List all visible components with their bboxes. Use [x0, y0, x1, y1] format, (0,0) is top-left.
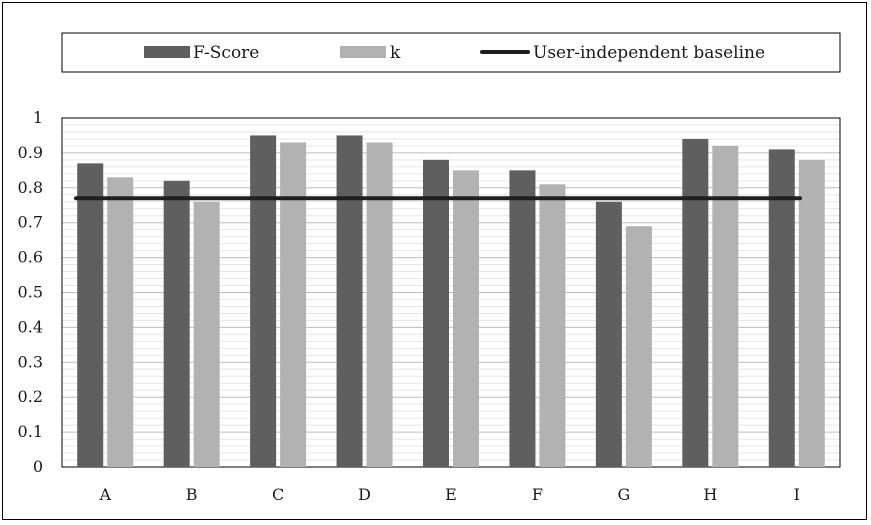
y-tick-label: 0.5 [18, 283, 43, 302]
x-tick-label: G [617, 485, 630, 504]
y-tick-label: 0.4 [18, 317, 43, 336]
x-tick-label: H [703, 485, 717, 504]
y-tick-label: 1 [33, 108, 43, 127]
bar [595, 201, 622, 467]
y-tick-label: 0.8 [18, 178, 43, 197]
bar [798, 159, 825, 467]
y-tick-label: 0.7 [18, 213, 43, 232]
y-tick-label: 0.6 [18, 248, 43, 267]
bar [280, 142, 307, 467]
x-tick-label: B [186, 485, 198, 504]
legend-box [61, 32, 841, 73]
legend-swatch [144, 46, 190, 58]
bar [509, 170, 536, 467]
y-tick-label: 0.2 [18, 387, 43, 406]
bar [366, 142, 393, 467]
legend: F-Score k User-independent baseline [61, 32, 841, 73]
bar [453, 170, 479, 467]
bar [712, 145, 739, 468]
bar [682, 138, 709, 467]
plot-area: 0 0.1 0.2 0.3 0.4 0.5 0.6 0.7 0.8 0.9 1 A B C D E F G H I [18, 108, 841, 504]
x-tick-label: I [794, 485, 800, 504]
y-tick-label: 0 [33, 457, 43, 476]
bar [336, 135, 363, 467]
x-tick-label: E [445, 485, 457, 504]
bar [539, 184, 566, 467]
plot-border [61, 117, 841, 468]
legend-label: k [390, 43, 401, 63]
bar [768, 149, 795, 467]
bar [193, 201, 220, 467]
y-tick-label: 0.1 [18, 422, 43, 441]
legend-swatch [340, 46, 386, 58]
bar [77, 163, 104, 467]
bar [423, 159, 449, 467]
legend-label: F-Score [193, 43, 259, 63]
x-tick-label: C [272, 485, 284, 504]
bar [163, 180, 190, 467]
x-tick-label: D [358, 485, 371, 504]
y-tick-label: 0.3 [18, 352, 43, 371]
bar [625, 226, 652, 467]
y-tick-label: 0.9 [18, 143, 43, 162]
bar [107, 177, 134, 467]
bar [250, 135, 277, 467]
legend-label: User-independent baseline [533, 43, 765, 63]
x-tick-label: F [532, 485, 543, 504]
x-tick-label: A [98, 485, 111, 504]
